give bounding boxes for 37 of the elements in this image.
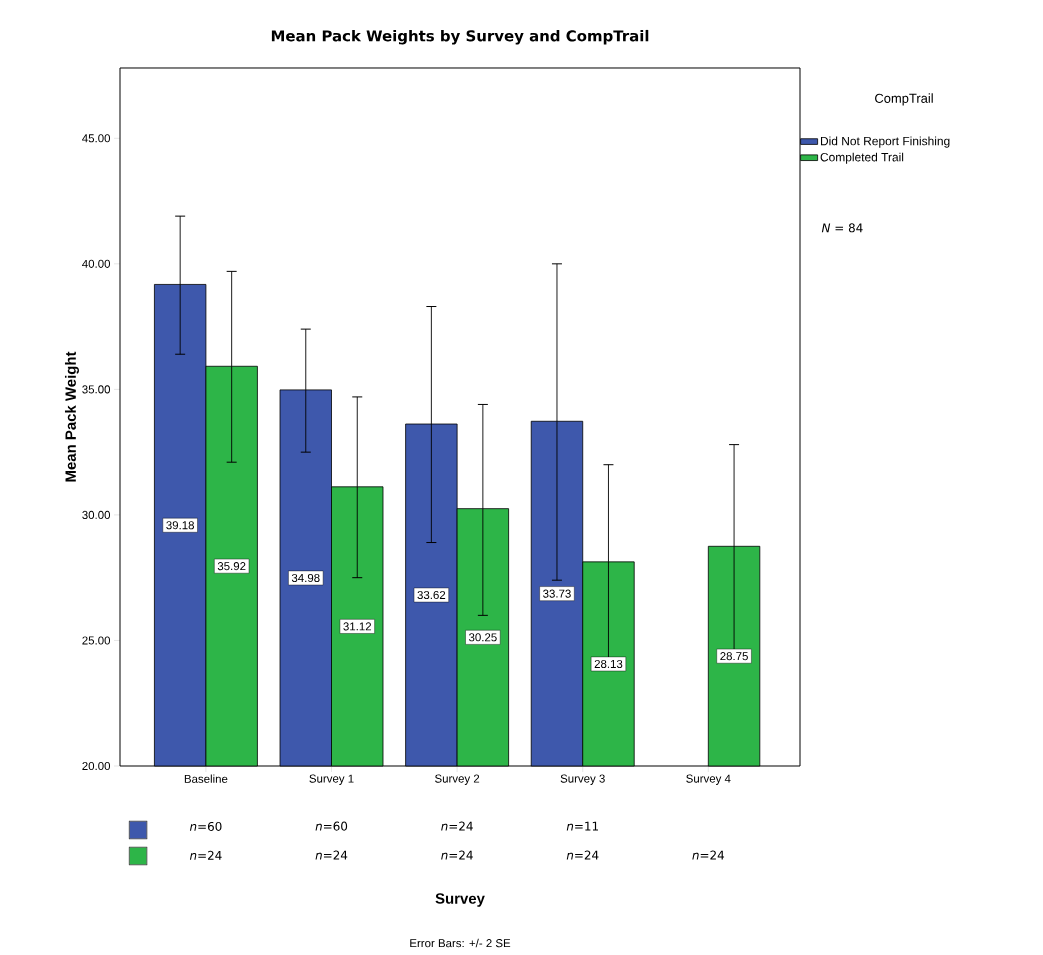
- y-tick-label: 30.00: [82, 510, 111, 519]
- y-tick-label: 35.00: [82, 385, 111, 394]
- text: n=24: [189, 850, 222, 860]
- text: n=24: [315, 850, 348, 860]
- data-label: 30.25: [468, 633, 497, 642]
- text: n=60: [315, 821, 348, 831]
- data-label: 35.92: [217, 562, 246, 571]
- data-label: 39.18: [166, 521, 194, 530]
- y-tick-label: 20.00: [82, 761, 111, 771]
- legend-title: CompTrail: [875, 93, 933, 106]
- data-label: 33.62: [417, 590, 446, 600]
- x-tick-label: Baseline: [184, 774, 228, 783]
- x-tick-label: Survey 4: [686, 774, 731, 785]
- y-tick-label: 45.00: [82, 134, 111, 143]
- data-label: 28.75: [720, 652, 748, 661]
- x-tick-label: Survey 2: [435, 774, 480, 785]
- y-tick-label: 40.00: [82, 259, 111, 268]
- data-label: 33.73: [543, 589, 571, 598]
- x-tick-label: Survey 3: [560, 774, 605, 785]
- legend-label: Completed Trail: [820, 152, 904, 164]
- data-label: 34.98: [291, 573, 320, 582]
- text: n=60: [189, 821, 222, 831]
- y-axis-title: Mean Pack Weight: [64, 351, 79, 482]
- text: Error Bars: +/- 2 SE: [410, 938, 511, 948]
- y-tick-label: 25.00: [82, 636, 111, 645]
- text: n=24: [566, 850, 599, 860]
- data-label: 31.12: [343, 622, 372, 631]
- chart-title: Mean Pack Weights by Survey and CompTrail: [271, 29, 649, 45]
- text: N = 84: [821, 223, 863, 233]
- x-tick-label: Survey 1: [309, 774, 354, 785]
- data-label: 28.13: [594, 659, 623, 668]
- legend-label: Did Not Report Finishing: [820, 136, 950, 148]
- text: n=24: [441, 821, 473, 831]
- text: n=24: [692, 850, 725, 860]
- text: n=11: [566, 821, 599, 831]
- text: n=24: [441, 850, 473, 860]
- text: Survey: [435, 893, 485, 907]
